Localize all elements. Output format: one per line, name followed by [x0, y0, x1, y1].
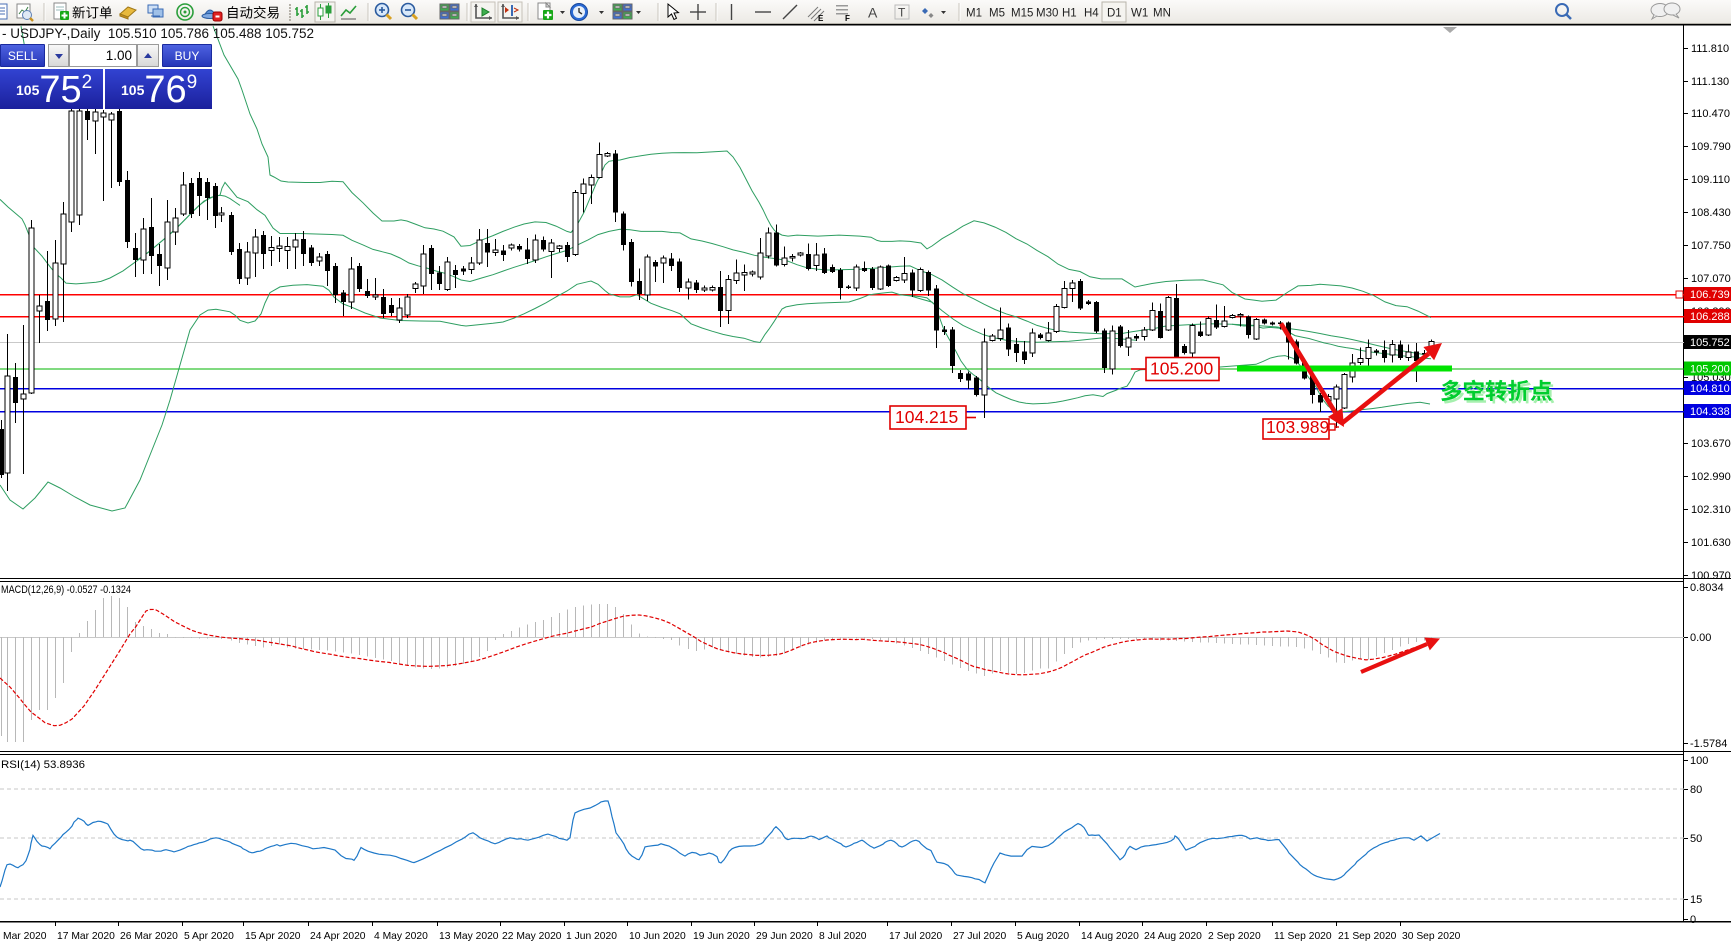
svg-text:17 Mar 2020: 17 Mar 2020 [57, 931, 115, 942]
svg-text:26 Mar 2020: 26 Mar 2020 [120, 931, 178, 942]
svg-text:103.989: 103.989 [1266, 417, 1329, 437]
svg-text:15: 15 [1690, 894, 1702, 906]
svg-text:103.670: 103.670 [1691, 438, 1731, 450]
svg-text:106.739: 106.739 [1690, 289, 1730, 301]
svg-text:102.310: 102.310 [1691, 504, 1731, 516]
svg-text:21 Sep 2020: 21 Sep 2020 [1338, 931, 1397, 942]
svg-text:A: A [868, 5, 878, 21]
svg-text:MN: MN [1153, 8, 1171, 20]
svg-text:104.338: 104.338 [1690, 406, 1730, 418]
svg-text:H4: H4 [1084, 8, 1099, 20]
svg-text:MACD(12,26,9) -0.0527 -0.1324: MACD(12,26,9) -0.0527 -0.1324 [1, 584, 131, 596]
svg-text:24 Apr 2020: 24 Apr 2020 [310, 931, 366, 942]
svg-text:E: E [818, 14, 824, 23]
svg-text:15 Apr 2020: 15 Apr 2020 [245, 931, 301, 942]
svg-text:108.430: 108.430 [1691, 207, 1731, 219]
svg-text:14 Aug 2020: 14 Aug 2020 [1081, 931, 1139, 942]
svg-text:100: 100 [1690, 755, 1708, 767]
svg-text:80: 80 [1690, 784, 1702, 796]
svg-text:24 Aug 2020: 24 Aug 2020 [1144, 931, 1202, 942]
svg-text:101.630: 101.630 [1691, 537, 1731, 549]
svg-text:19 Jun 2020: 19 Jun 2020 [693, 931, 750, 942]
svg-text:110.470: 110.470 [1691, 108, 1730, 120]
svg-text:W1: W1 [1131, 8, 1148, 20]
svg-text:17 Jul 2020: 17 Jul 2020 [889, 931, 943, 942]
svg-text:4 May 2020: 4 May 2020 [374, 931, 428, 942]
svg-text:104.215: 104.215 [895, 407, 958, 427]
svg-text:111.130: 111.130 [1691, 76, 1729, 88]
svg-text:8 Jul 2020: 8 Jul 2020 [819, 931, 867, 942]
svg-text:30 Sep 2020: 30 Sep 2020 [1402, 931, 1461, 942]
svg-text:0.00: 0.00 [1690, 632, 1711, 644]
svg-text:11 Sep 2020: 11 Sep 2020 [1274, 931, 1332, 942]
svg-text:105.752: 105.752 [1690, 337, 1730, 349]
svg-text:29 Jun 2020: 29 Jun 2020 [756, 931, 813, 942]
svg-text:M5: M5 [989, 8, 1005, 20]
svg-text:M15: M15 [1011, 8, 1033, 20]
svg-text:104.810: 104.810 [1690, 383, 1730, 395]
svg-text:0: 0 [1690, 914, 1696, 926]
svg-text:109.110: 109.110 [1691, 174, 1730, 186]
svg-text:100.970: 100.970 [1691, 570, 1731, 582]
svg-text:109.790: 109.790 [1691, 141, 1731, 153]
svg-text:D1: D1 [1107, 8, 1122, 20]
svg-text:13 May 2020: 13 May 2020 [439, 931, 499, 942]
svg-text:F: F [845, 14, 850, 23]
svg-text:M30: M30 [1036, 8, 1058, 20]
svg-text:-1.5784: -1.5784 [1690, 738, 1727, 750]
svg-text:Mar 2020: Mar 2020 [3, 931, 47, 942]
svg-text:107.070: 107.070 [1691, 273, 1731, 285]
svg-text:H1: H1 [1062, 8, 1077, 20]
svg-text:RSI(14) 53.8936: RSI(14) 53.8936 [1, 759, 85, 771]
svg-text:50: 50 [1690, 833, 1702, 845]
svg-text:M1: M1 [966, 8, 982, 20]
svg-text:22 May 2020: 22 May 2020 [502, 931, 562, 942]
svg-text:107.750: 107.750 [1691, 240, 1731, 252]
svg-text:5 Apr 2020: 5 Apr 2020 [184, 931, 234, 942]
svg-text:102.990: 102.990 [1691, 471, 1731, 483]
svg-text:5 Aug 2020: 5 Aug 2020 [1017, 931, 1069, 942]
svg-text:- USDJPY-,Daily 105.510 105.7: - USDJPY-,Daily 105.510 105.786 105.488 … [2, 26, 314, 41]
svg-text:27 Jul 2020: 27 Jul 2020 [953, 931, 1007, 942]
svg-text:1 Jun 2020: 1 Jun 2020 [566, 931, 617, 942]
svg-text:106.288: 106.288 [1690, 311, 1730, 323]
svg-text:2 Sep 2020: 2 Sep 2020 [1208, 931, 1261, 942]
svg-text:T: T [898, 6, 906, 20]
svg-text:105.200: 105.200 [1150, 359, 1214, 379]
svg-text:105.200: 105.200 [1690, 364, 1730, 376]
svg-text:0.8034: 0.8034 [1690, 582, 1724, 594]
svg-text:111.810: 111.810 [1691, 43, 1729, 55]
svg-text:10 Jun 2020: 10 Jun 2020 [629, 931, 686, 942]
